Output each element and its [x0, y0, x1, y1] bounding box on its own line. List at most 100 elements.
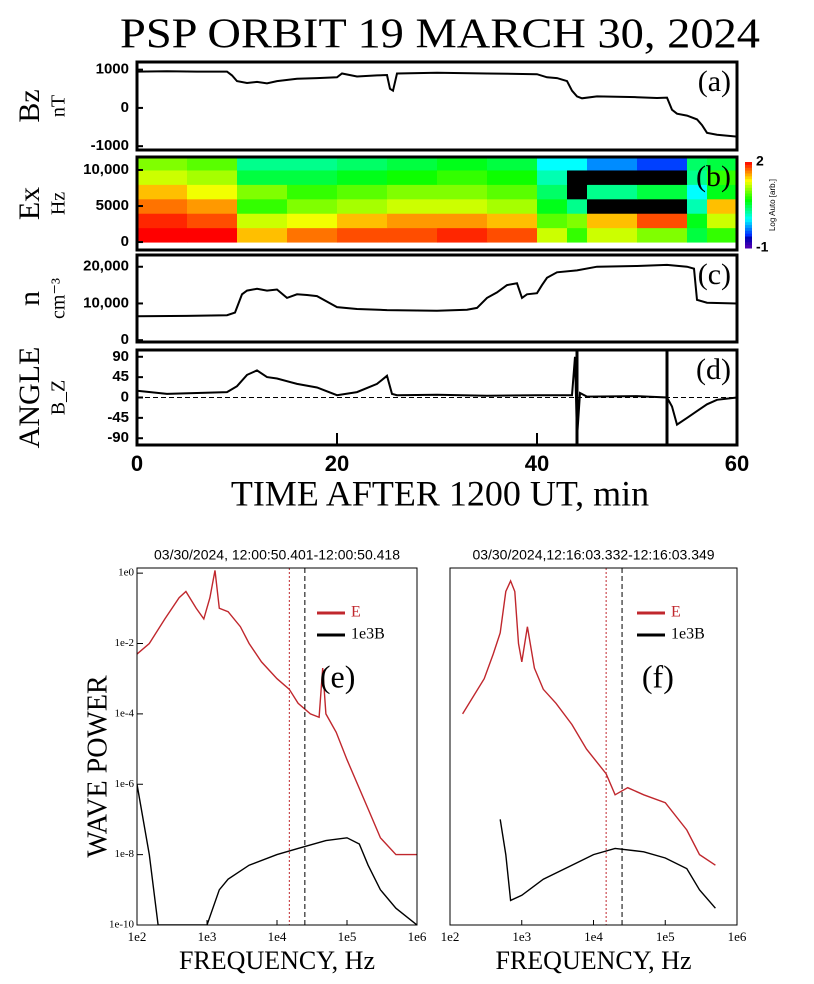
heatmap-cell	[287, 198, 338, 214]
y-axis-label: n	[13, 291, 46, 306]
heatmap-cell	[337, 213, 388, 229]
heatmap-cell	[237, 184, 288, 200]
y-tick-label: -45	[107, 409, 129, 426]
x-axis-label: FREQUENCY, Hz	[496, 946, 692, 975]
heatmap-cell	[337, 227, 388, 243]
x-tick-label: 1e2	[128, 929, 147, 944]
colorbar-step	[745, 193, 752, 197]
x-axis-label: FREQUENCY, Hz	[179, 946, 375, 975]
heatmap-cell	[707, 184, 737, 200]
heatmap-cell	[637, 227, 688, 243]
y-tick-label: 1e-2	[114, 637, 134, 649]
series-line	[462, 579, 716, 866]
colorbar-step	[745, 207, 752, 212]
heatmap-cell	[487, 169, 538, 185]
colorbar-step	[745, 199, 752, 203]
heatmap-cell	[437, 227, 488, 243]
colorbar-step	[745, 205, 752, 209]
heatmap-cell	[337, 198, 388, 214]
y-tick-label: 1e-8	[114, 848, 134, 860]
panel-label: (e)	[320, 658, 356, 694]
colorbar-step	[745, 239, 752, 243]
heatmap-cell	[567, 227, 588, 243]
heatmap-cell	[707, 169, 737, 185]
x-tick-label: 1e3	[198, 929, 217, 944]
heatmap-cell	[287, 213, 338, 229]
panel-label: (d)	[696, 353, 731, 386]
colorbar-step	[745, 245, 752, 249]
x-tick-label: 1e4	[584, 929, 603, 944]
heatmap-cell	[387, 157, 438, 171]
colorbar-step	[745, 176, 752, 180]
figure-title: PSP ORBIT 19 MARCH 30, 2024	[120, 12, 760, 58]
panel-frame	[449, 567, 738, 926]
colorbar-step	[745, 210, 752, 215]
colorbar-step	[745, 202, 752, 206]
heatmap-cell	[637, 198, 688, 214]
heatmap-cell	[537, 198, 568, 214]
heatmap-cell	[707, 198, 737, 214]
x-tick-label: 1e3	[512, 929, 531, 944]
heatmap-cell	[487, 157, 538, 171]
y-tick-label: 10,000	[83, 161, 129, 178]
plot-area	[462, 568, 716, 925]
series-line	[137, 356, 737, 439]
heatmap-cell	[237, 227, 288, 243]
colorbar-step	[745, 184, 752, 189]
plot-area	[137, 263, 737, 318]
panel-frame	[135, 253, 739, 344]
series-line	[499, 819, 716, 909]
colorbar-step	[745, 167, 752, 172]
heatmap-cell	[567, 198, 588, 214]
heatmap-cell	[237, 169, 288, 185]
panel-label: (a)	[698, 65, 731, 98]
plot-area	[137, 568, 417, 925]
panel-frame	[135, 155, 739, 252]
colorbar-step	[745, 213, 752, 217]
colorbar-step	[745, 196, 752, 200]
heatmap-cell	[537, 157, 568, 171]
heatmap-cell	[687, 184, 708, 200]
heatmap-cell	[437, 184, 488, 200]
heatmap-cell	[187, 169, 238, 185]
heatmap-cell	[707, 227, 737, 243]
colorbar-step	[745, 233, 752, 238]
plot-area	[137, 70, 737, 138]
panel-label: (c)	[698, 258, 731, 291]
legend-label: 1e3B	[671, 626, 705, 643]
heatmap-cell	[707, 157, 737, 171]
x-tick-label: 1e5	[656, 929, 675, 944]
panel-frame	[135, 60, 739, 152]
heatmap-cell	[637, 184, 688, 200]
colorbar-tick-label: -1	[756, 239, 769, 255]
y-axis-unit: Hz	[48, 192, 70, 215]
y-tick-label: 0	[121, 331, 129, 348]
x-tick-label: 40	[525, 451, 549, 476]
y-tick-label: 90	[112, 348, 129, 365]
y-axis-label: WAVE POWER	[82, 675, 113, 858]
heatmap-cell	[567, 157, 588, 171]
y-tick-label: 1000	[96, 61, 129, 78]
heatmap-cell	[187, 213, 238, 229]
colorbar-step	[745, 187, 752, 192]
heatmap-cell	[137, 169, 188, 185]
colorbar-step	[745, 190, 752, 195]
y-tick-label: 1e-10	[109, 919, 135, 931]
panel-title: 03/30/2024, 12:00:50.401-12:00:50.418	[154, 547, 400, 563]
y-axis-unit: nT	[48, 95, 70, 117]
heatmap-cell	[437, 198, 488, 214]
heatmap-cell	[337, 169, 388, 185]
colorbar-step	[745, 219, 752, 223]
panel: 0 10,000 20,000 (c) n cm⁻³	[13, 253, 739, 348]
colorbar-step	[745, 173, 752, 177]
heatmap-cell	[287, 184, 338, 200]
heatmap-cell	[237, 157, 288, 171]
heatmap-cell	[537, 169, 568, 185]
heatmap-cell	[187, 227, 238, 243]
y-axis-unit: cm⁻³	[48, 278, 70, 319]
heatmap-cell	[567, 184, 588, 200]
panel: -90 -45 0 45 90 0 20 40 60 (d) ANGLE B_Z TIME AFTER …	[13, 347, 749, 514]
heatmap-cell	[537, 184, 568, 200]
heatmap-cell	[387, 213, 438, 229]
